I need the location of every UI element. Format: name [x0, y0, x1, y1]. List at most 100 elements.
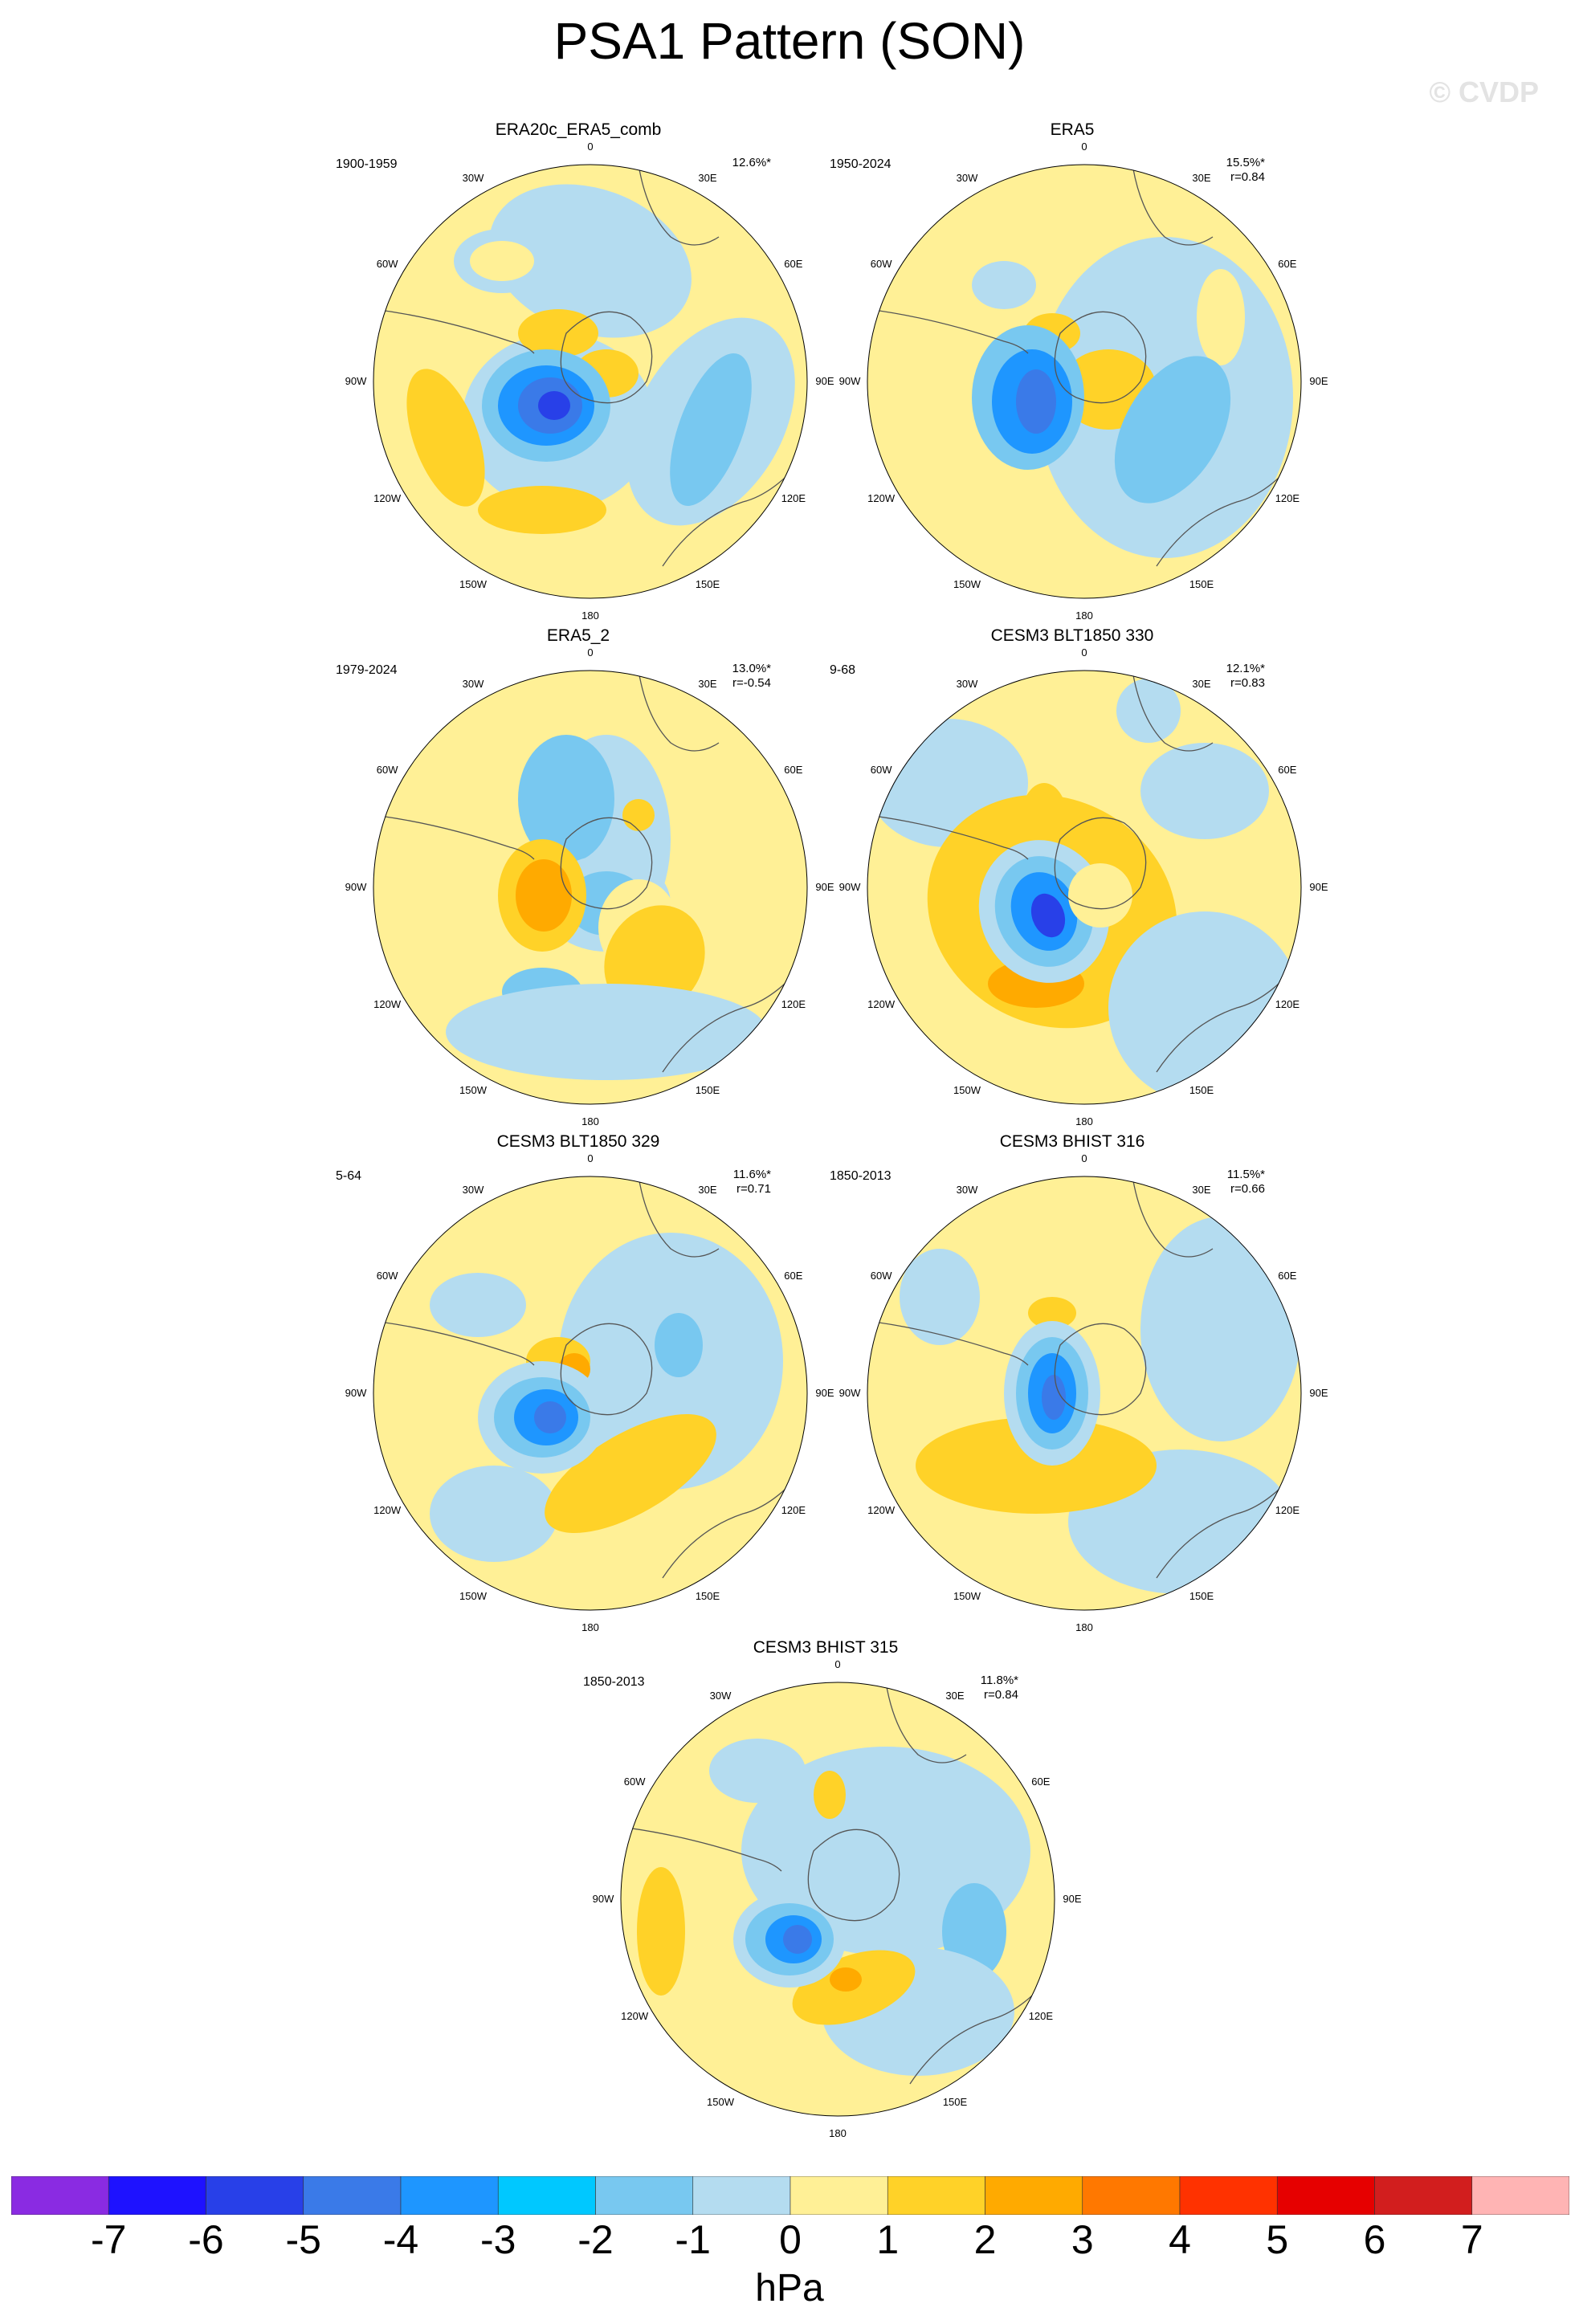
longitude-label: 60W [376, 764, 398, 776]
longitude-label: 150W [953, 1083, 981, 1096]
south-america-outline [867, 814, 1029, 860]
pattern-correlation: r=0.84 [984, 1688, 1018, 1702]
longitude-label: 30W [462, 678, 484, 691]
period-label: 1850-2013 [583, 1675, 645, 1689]
longitude-label: 60E [784, 764, 803, 776]
longitude-label: 60E [784, 1270, 803, 1282]
longitude-label: 90E [1309, 375, 1328, 387]
map-panel-era5-2: ERA5_2 1979-2024 13.0%* r=-0.54 0 30E 60E 90E 12… [289, 626, 867, 1127]
antarctica-outline [560, 311, 653, 404]
longitude-label: 30E [698, 678, 717, 691]
variance-percent: 15.5%* [1226, 156, 1265, 169]
longitude-label: 0 [1081, 141, 1087, 153]
panel-title: CESM3 BLT1850 329 [496, 1132, 660, 1151]
colorbar-tick-label: 3 [1071, 2217, 1094, 2262]
longitude-label: 0 [834, 1658, 841, 1670]
africa-outline [885, 1682, 967, 1763]
anomaly-contour [406, 369, 485, 507]
longitude-label: 150W [953, 577, 981, 590]
longitude-label: 120W [373, 1504, 402, 1516]
polar-map [867, 164, 1302, 599]
colorbar-swatch [692, 2176, 791, 2215]
longitude-label: 150W [459, 577, 487, 590]
colorbar-tick-label: -2 [577, 2217, 614, 2262]
longitude-label: 120E [1275, 492, 1300, 504]
longitude-label: 30W [462, 1184, 484, 1197]
south-america-outline [373, 814, 535, 860]
longitude-label: 90W [345, 1387, 367, 1399]
longitude-label: 150E [1189, 577, 1214, 590]
variance-percent: 13.0%* [732, 662, 771, 675]
colorbar-tick-label: 4 [1169, 2217, 1191, 2262]
anomaly-contour [709, 1739, 806, 1803]
stats-block: 12.1%* r=0.83 [1226, 662, 1265, 691]
variance-percent: 12.6%* [732, 156, 771, 169]
colorbar-tick-label: 2 [973, 2217, 997, 2262]
anomaly-contour [518, 309, 598, 357]
period-label: 1979-2024 [336, 663, 398, 677]
anomaly-contour [1116, 679, 1181, 743]
longitude-label: 90W [838, 881, 861, 893]
colorbar-tick-label: 6 [1363, 2217, 1386, 2262]
map-panel-cesm3-bhist-315: CESM3 BHIST 315 1850-2013 11.8%* r=0.84 0 30E… [537, 1638, 1115, 2139]
longitude-label: 30W [462, 172, 484, 185]
longitude-label: 120E [781, 492, 806, 504]
panel-title: CESM3 BHIST 316 [999, 1132, 1145, 1151]
longitude-label: 90E [815, 1387, 834, 1399]
figure-title: PSA1 Pattern (SON) [553, 12, 1026, 70]
anomaly-contour [1030, 893, 1066, 938]
pattern-correlation: r=0.71 [736, 1182, 771, 1196]
anomaly-contour [637, 1867, 685, 1996]
map-panel-era5: ERA5 1950-2024 15.5%* r=0.84 0 30E 60E 90E 120E 1… [783, 120, 1361, 622]
colorbar-tick-label: -7 [91, 2217, 127, 2262]
anomaly-contour [1042, 1375, 1066, 1420]
variance-percent: 11.6%* [732, 1168, 771, 1181]
colorbar-swatch [400, 2176, 499, 2215]
longitude-label: 180 [581, 610, 599, 622]
longitude-label: 0 [1081, 1152, 1087, 1164]
map-panel-cesm3-bhist-316: CESM3 BHIST 316 1850-2013 11.5%* r=0.66 0 30E… [783, 1132, 1361, 1633]
longitude-label: 30E [698, 172, 717, 185]
longitude-label: 120W [867, 998, 896, 1010]
polar-map [373, 670, 808, 1105]
colorbar-swatch [1082, 2176, 1181, 2215]
antarctica-outline [807, 1829, 900, 1922]
anomaly-contour [489, 184, 692, 338]
longitude-label: 120W [867, 492, 896, 504]
longitude-label: 180 [1075, 1621, 1093, 1633]
antarctica-outline [1054, 311, 1147, 404]
longitude-label: 60W [376, 258, 398, 270]
longitude-label: 0 [587, 1152, 594, 1164]
longitude-label: 120E [1275, 1504, 1300, 1516]
antarctica-outline [1054, 817, 1147, 910]
longitude-label: 60E [1031, 1776, 1051, 1788]
anomaly-contour [900, 1249, 980, 1345]
longitude-label: 90E [815, 375, 834, 387]
map-panel-cesm3-blt1850-330: CESM3 BLT1850 330 9-68 12.1%* r=0.83 0 30E 60E… [783, 626, 1361, 1127]
colorbar-tick-label: 0 [779, 2217, 802, 2262]
pattern-correlation: r=0.84 [1230, 170, 1265, 184]
colorbar-swatch [985, 2176, 1083, 2215]
anomaly-contour [1140, 743, 1269, 839]
longitude-label: 180 [581, 1621, 599, 1633]
pattern-correlation: r=0.66 [1230, 1182, 1265, 1196]
colorbar-tick-label: -5 [285, 2217, 321, 2262]
anomaly-contour [622, 799, 655, 831]
colorbar-swatch [497, 2176, 596, 2215]
anomaly-contour [1114, 356, 1231, 504]
anomaly-contour [783, 1925, 812, 1954]
longitude-label: 120W [373, 998, 402, 1010]
longitude-label: 180 [1075, 1115, 1093, 1127]
anomaly-contour [430, 1466, 558, 1562]
longitude-label: 180 [829, 2127, 847, 2139]
longitude-label: 150W [707, 2095, 734, 2108]
colorbar-tick-label: -4 [382, 2217, 419, 2262]
anomaly-contour [1140, 1217, 1301, 1441]
longitude-label: 0 [1081, 646, 1087, 658]
longitude-label: 90W [838, 1387, 861, 1399]
longitude-label: 30E [1192, 172, 1211, 185]
longitude-label: 180 [1075, 610, 1093, 622]
longitude-label: 30E [945, 1690, 965, 1702]
longitude-label: 120W [621, 2010, 649, 2022]
longitude-label: 150E [695, 1083, 720, 1096]
